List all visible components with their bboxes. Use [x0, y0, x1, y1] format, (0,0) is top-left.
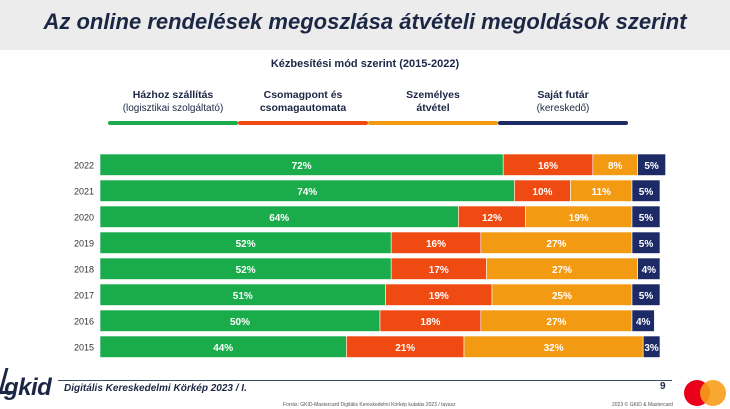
- legend-swatch: [238, 121, 368, 125]
- legend-sublabel: (kereskedő): [536, 103, 590, 114]
- data-label-2015-s0: 44%: [213, 343, 233, 354]
- legend-label: Saját futár: [537, 89, 589, 101]
- data-label-2017-s0: 51%: [233, 291, 253, 302]
- data-label-2022-s1: 16%: [538, 161, 558, 172]
- legend-item-hazhoz: Házhoz szállítás (logisztikai szolgáltat…: [108, 89, 238, 125]
- copyright-note: 2023 © GKID & Mastercard: [612, 402, 673, 408]
- source-note: Forrás: GKID-Mastercard Digitális Keresk…: [283, 402, 456, 408]
- year-label-2021: 2021: [74, 186, 94, 196]
- legend-item-csomagpont: Csomagpont és csomagautomata: [238, 89, 368, 125]
- data-label-2020-s3: 5%: [639, 213, 654, 224]
- bar-segment-2019-s3: [631, 231, 661, 254]
- year-label-2015: 2015: [74, 342, 94, 352]
- data-label-2018-s1: 17%: [429, 265, 449, 276]
- data-label-2021-s3: 5%: [639, 187, 654, 198]
- data-label-2018-s3: 4%: [642, 265, 657, 276]
- bar-segment-2017-s3: [631, 283, 661, 306]
- data-label-2017-s2: 25%: [552, 291, 572, 302]
- page-title: Az online rendelések megoszlása átvételi…: [43, 9, 687, 34]
- bar-segment-2021-s3: [631, 179, 661, 202]
- legend-item-szemelyes: Személyes átvétel: [368, 89, 498, 125]
- data-label-2022-s0: 72%: [292, 161, 312, 172]
- year-label-2022: 2022: [74, 160, 94, 170]
- data-label-2017-s3: 5%: [639, 291, 654, 302]
- bar-segment-2015-s3: [642, 335, 661, 358]
- data-label-2021-s1: 10%: [532, 187, 552, 198]
- year-label-2018: 2018: [74, 264, 94, 274]
- data-label-2019-s1: 16%: [426, 239, 446, 250]
- footer-divider: [58, 380, 672, 381]
- year-label-2020: 2020: [74, 212, 94, 222]
- data-label-2015-s2: 32%: [544, 343, 564, 354]
- legend-label: Házhoz szállítás: [132, 89, 214, 101]
- legend-swatch: [108, 121, 238, 125]
- bar-segment-2016-s3: [631, 309, 655, 332]
- legend-swatch: [368, 121, 498, 125]
- data-label-2015-s1: 21%: [395, 343, 415, 354]
- data-label-2019-s3: 5%: [639, 239, 654, 250]
- data-label-2016-s2: 27%: [546, 317, 566, 328]
- bar-segment-2022-s3: [637, 153, 666, 176]
- data-label-2020-s0: 64%: [269, 213, 289, 224]
- legend-swatch: [498, 121, 628, 125]
- year-label-2017: 2017: [74, 290, 94, 300]
- bar-segment-2020-s3: [631, 205, 661, 228]
- data-label-2018-s0: 52%: [236, 265, 256, 276]
- legend-label: Személyes átvétel: [406, 89, 460, 114]
- legend-sublabel: (logisztikai szolgáltató): [122, 103, 224, 114]
- data-label-2021-s0: 74%: [297, 187, 317, 198]
- bar-segment-2018-s3: [637, 257, 661, 280]
- page-number: 9: [660, 381, 666, 392]
- data-label-2016-s1: 18%: [420, 317, 440, 328]
- data-label-2015-s3: 3%: [644, 343, 659, 354]
- data-label-2022-s2: 8%: [608, 161, 623, 172]
- data-label-2018-s2: 27%: [552, 265, 572, 276]
- data-label-2019-s2: 27%: [546, 239, 566, 250]
- data-label-2020-s2: 19%: [569, 213, 589, 224]
- legend-label: Csomagpont és csomagautomata: [259, 89, 347, 114]
- data-label-2019-s0: 52%: [236, 239, 256, 250]
- data-label-2016-s0: 50%: [230, 317, 250, 328]
- gkid-logo: gkid: [4, 374, 52, 401]
- mastercard-logo-orange-circle: [700, 380, 726, 406]
- data-label-2020-s1: 12%: [482, 213, 502, 224]
- stacked-bar-chart: 2022 72% 16% 8% 5% 2021 74% 10% 11% 5% 2020 64% 12% 1…: [74, 153, 666, 358]
- year-label-2019: 2019: [74, 238, 94, 248]
- title-bar: [0, 0, 730, 50]
- data-label-2021-s2: 11%: [591, 187, 611, 198]
- legend-item-sajat-futar: Saját futár (kereskedő): [498, 89, 628, 125]
- data-label-2017-s1: 19%: [429, 291, 449, 302]
- data-label-2016-s3: 4%: [636, 317, 651, 328]
- year-label-2016: 2016: [74, 316, 94, 326]
- data-label-2022-s3: 5%: [644, 161, 659, 172]
- chart-subtitle: Kézbesítési mód szerint (2015-2022): [270, 58, 460, 70]
- footer-title: Digitális Kereskedelmi Körkép 2023 / I.: [64, 383, 247, 394]
